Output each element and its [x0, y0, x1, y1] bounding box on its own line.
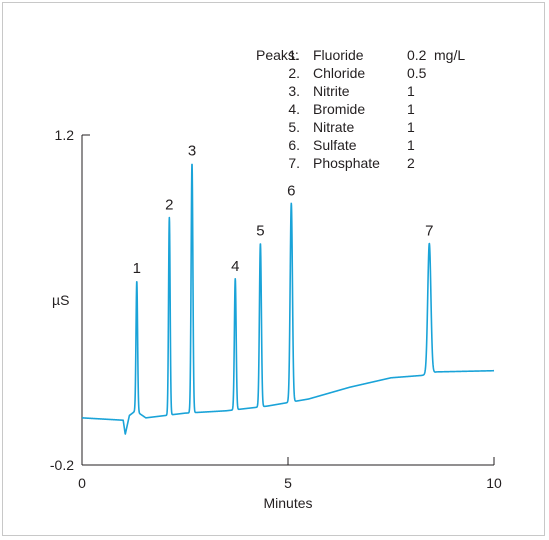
- legend-conc-2: 0.5: [407, 65, 427, 81]
- peak-label-2: 2: [165, 197, 173, 214]
- legend-name-7: Phosphate: [313, 155, 380, 171]
- legend-name-2: Chloride: [313, 65, 365, 81]
- peak-label-7: 7: [425, 222, 433, 239]
- legend-conc-7: 2: [407, 155, 415, 171]
- legend-name-1: Fluoride: [313, 47, 364, 63]
- legend-name-5: Nitrate: [313, 119, 354, 135]
- legend-conc-6: 1: [407, 137, 415, 153]
- legend-conc-4: 1: [407, 101, 415, 117]
- peaks-legend: Peaks: 1. Fluoride 0.2 mg/L 2. Chloride 0.5 3. N…: [256, 47, 465, 171]
- peak-label-4: 4: [231, 258, 239, 275]
- y-tick-label-top: 1.2: [55, 127, 75, 143]
- legend-num-4: 4.: [288, 101, 300, 117]
- peak-label-6: 6: [287, 182, 295, 199]
- legend-num-2: 2.: [288, 65, 300, 81]
- peak-label-3: 3: [188, 142, 196, 159]
- legend-conc-1: 0.2: [407, 47, 427, 63]
- legend-name-4: Bromide: [313, 101, 365, 117]
- x-tick-label-10: 10: [486, 475, 502, 491]
- chart-frame: [2, 2, 545, 536]
- legend-heading: Peaks:: [256, 47, 299, 63]
- legend-conc-5: 1: [407, 119, 415, 135]
- legend-conc-3: 1: [407, 83, 415, 99]
- peak-labels: 1 2 3 4 5 6 7: [133, 142, 434, 277]
- legend-num-7: 7.: [288, 155, 300, 171]
- legend-num-1: 1.: [288, 47, 300, 63]
- chromatogram-trace: [81, 163, 495, 435]
- x-tick-label-5: 5: [284, 475, 292, 491]
- legend-num-5: 5.: [288, 119, 300, 135]
- legend-unit-1: mg/L: [434, 47, 465, 63]
- x-axis-title: Minutes: [263, 495, 312, 511]
- legend-num-6: 6.: [288, 137, 300, 153]
- legend-name-6: Sulfate: [313, 137, 357, 153]
- y-tick-label-bottom: -0.2: [50, 457, 74, 473]
- peak-label-5: 5: [256, 222, 264, 239]
- legend-name-3: Nitrite: [313, 83, 350, 99]
- x-tick-label-0: 0: [78, 475, 86, 491]
- legend-num-3: 3.: [288, 83, 300, 99]
- y-axis-title: µS: [52, 292, 69, 308]
- peak-label-1: 1: [133, 260, 141, 277]
